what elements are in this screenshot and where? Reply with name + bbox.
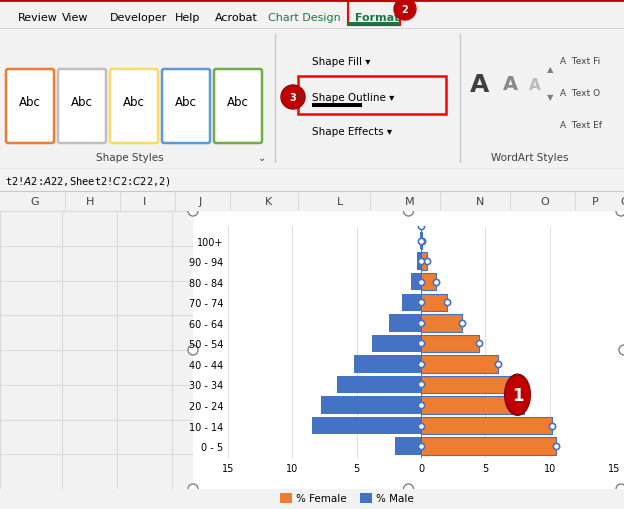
Bar [421,355,498,373]
Text: Help: Help [175,13,200,23]
Circle shape [506,377,529,413]
Text: View: View [62,13,89,23]
Text: Developer: Developer [110,13,167,23]
FancyBboxPatch shape [58,70,106,144]
Bar [417,253,421,270]
Bar [321,397,421,414]
Text: Format: Format [355,13,399,23]
Text: I: I [144,196,147,207]
Text: WordArt Styles: WordArt Styles [491,153,568,163]
Bar [420,233,421,250]
Text: % Female: % Female [296,493,346,503]
Text: Shape Effects ▾: Shape Effects ▾ [312,127,392,137]
Circle shape [616,484,624,494]
Text: G: G [31,196,39,207]
Circle shape [394,0,416,21]
Bar [411,273,421,291]
Text: 1: 1 [512,386,524,404]
Text: ⌄: ⌄ [258,153,266,163]
Text: Abc: Abc [123,96,145,109]
Text: A: A [470,73,490,97]
Bar [193,212,624,489]
Text: Abc: Abc [227,96,249,109]
Bar [354,355,421,373]
Text: Shape Fill ▾: Shape Fill ▾ [312,57,371,67]
Bar [421,253,427,270]
Bar [421,233,422,250]
Bar [311,417,421,434]
Text: K: K [265,196,271,207]
Text: A  Text O: A Text O [560,89,600,98]
Text: % Male: % Male [376,493,414,503]
Circle shape [616,207,624,216]
Circle shape [619,345,624,355]
FancyBboxPatch shape [6,70,54,144]
Text: P: P [592,196,598,207]
Text: L: L [337,196,343,207]
Text: Review: Review [18,13,58,23]
Text: ✎: ✎ [296,93,304,103]
Bar [402,294,421,312]
Bar [421,417,552,434]
Bar [421,294,447,312]
Bar [421,315,462,332]
Text: Abc: Abc [71,96,93,109]
Bar [338,376,421,393]
Circle shape [404,484,414,494]
Bar [421,335,479,352]
Text: t2!$A$2:$A$22,Sheet2!$C$2:$C$22,2): t2!$A$2:$A$22,Sheet2!$C$2:$C$22,2) [5,174,171,187]
Text: A  Text Ef: A Text Ef [560,121,602,130]
Text: Shape Styles: Shape Styles [96,153,164,163]
Circle shape [188,207,198,216]
Bar [298,77,446,115]
Bar [421,273,436,291]
Text: H: H [86,196,94,207]
Circle shape [505,375,530,415]
Circle shape [282,87,304,109]
FancyBboxPatch shape [214,70,262,144]
Text: Acrobat: Acrobat [215,13,258,23]
Text: A: A [502,75,517,94]
Text: Abc: Abc [175,96,197,109]
FancyBboxPatch shape [162,70,210,144]
Bar [421,438,556,455]
Text: A  Text Fi: A Text Fi [560,58,600,66]
Bar [389,315,421,332]
Text: N: N [476,196,484,207]
Text: ▲: ▲ [547,65,553,74]
Text: J: J [198,196,202,207]
Text: Abc: Abc [19,96,41,109]
Bar [372,335,421,352]
Circle shape [188,484,198,494]
Bar [348,23,400,26]
Text: 2: 2 [402,5,408,15]
FancyBboxPatch shape [110,70,158,144]
Circle shape [404,207,414,216]
Circle shape [281,86,305,110]
Bar [348,2,400,26]
Bar [360,493,372,503]
Bar [421,397,524,414]
Text: 3: 3 [290,93,296,103]
Text: M: M [405,196,415,207]
Text: ▼: ▼ [547,93,553,102]
Text: Shape Outline ▾: Shape Outline ▾ [312,93,394,103]
Text: Chart Design: Chart Design [268,13,341,23]
Text: O: O [540,196,549,207]
Bar [395,438,421,455]
Text: Q: Q [621,196,624,207]
Bar [312,104,362,108]
Circle shape [188,345,198,355]
Bar [421,376,514,393]
Text: A: A [529,77,541,92]
Bar [280,493,292,503]
